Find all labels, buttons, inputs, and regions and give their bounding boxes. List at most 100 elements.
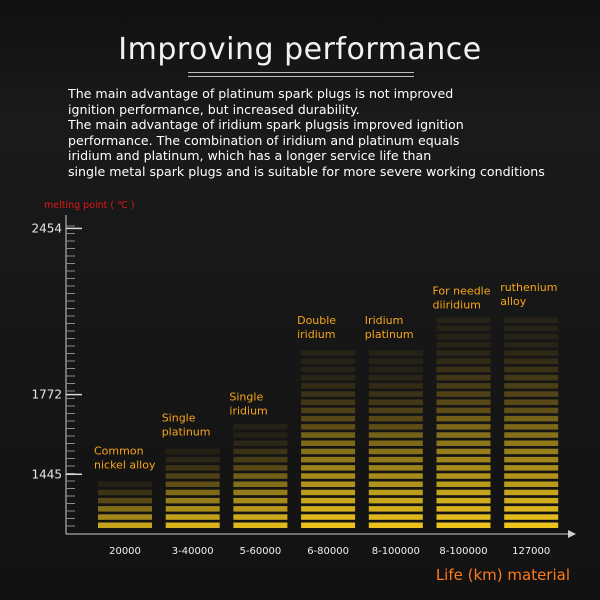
bar-stripe [368, 448, 423, 455]
page-title: Improving performance [118, 32, 482, 67]
bar-stripe [301, 374, 356, 381]
bar-stripe [504, 481, 559, 487]
bar-stripe [233, 522, 288, 528]
bar-stripe [504, 514, 559, 520]
bar-stripe [301, 522, 356, 528]
bar-1 [98, 481, 152, 528]
bar-stripe [165, 473, 220, 479]
bar-stripe [98, 522, 152, 528]
bar-stripe [436, 391, 491, 397]
bar-stripe [436, 366, 491, 373]
bar-stripe [436, 415, 491, 422]
bar-stripe [504, 391, 559, 397]
bar-stripe [436, 317, 491, 323]
bar-stripe [301, 407, 356, 414]
bar-label: Iridium [365, 314, 404, 327]
bar-4 [301, 350, 356, 528]
bar-stripe [436, 456, 491, 463]
bar-stripe [436, 440, 491, 446]
bar-stripe [436, 432, 491, 438]
x-tick-label: 5-60000 [240, 546, 282, 557]
bar-label: For needle [433, 285, 491, 298]
bar-label: ruthenium [500, 281, 557, 294]
bar-stripe [504, 399, 559, 405]
bar-stripe [368, 432, 423, 438]
bar-stripe [504, 448, 559, 455]
bar-stripe [436, 465, 491, 471]
bar-stripe [98, 481, 152, 487]
x-tick-label: 20000 [109, 546, 141, 557]
bar-stripe [368, 415, 423, 422]
x-tick-label: 3-40000 [172, 546, 214, 557]
bar-stripe [368, 350, 423, 356]
bar-stripe [233, 440, 288, 446]
bar-6 [436, 317, 491, 528]
bar-stripe [436, 325, 491, 332]
bar-stripe [233, 506, 288, 512]
bar-stripe [436, 514, 491, 520]
bar-stripe [165, 481, 220, 487]
description-line: The main advantage of platinum spark plu… [68, 86, 454, 101]
bar-stripe [368, 473, 423, 479]
bar-label: iridium [229, 405, 267, 418]
bar-stripe [436, 506, 491, 512]
bar-stripe [368, 383, 423, 389]
bar-stripe [504, 465, 559, 471]
bar-stripe [233, 448, 288, 455]
bar-stripe [301, 489, 356, 496]
bar-stripe [368, 506, 423, 512]
bar-stripe [233, 514, 288, 520]
description-line: ignition performance, but increased dura… [68, 101, 360, 117]
bar-stripe [504, 440, 559, 446]
bar-7 [504, 317, 559, 528]
bar-stripe [504, 407, 559, 414]
description-line: performance. The combination of iridium … [68, 132, 460, 148]
bar-stripe [301, 383, 356, 389]
bar-stripe [436, 489, 491, 496]
bar-stripe [504, 358, 559, 364]
bar-stripe [165, 522, 220, 528]
bar-stripe [301, 440, 356, 446]
bar-stripe [301, 473, 356, 479]
y-tick-label: 1445 [31, 467, 62, 481]
bar-label: platinum [365, 328, 414, 341]
bar-stripe [301, 497, 356, 504]
bar-3 [233, 424, 288, 528]
bar-stripe [368, 481, 423, 487]
bar-stripe [436, 497, 491, 504]
bar-stripe [98, 497, 152, 504]
bar-stripe [436, 407, 491, 414]
bar-stripe [368, 489, 423, 496]
bar-stripe [98, 506, 152, 512]
bar-stripe [504, 522, 559, 528]
x-tick-label: 8-100000 [372, 546, 420, 557]
bar-stripe [368, 497, 423, 504]
bar-stripe [436, 481, 491, 487]
bar-stripe [165, 514, 220, 520]
bar-stripe [301, 432, 356, 438]
bar-label: alloy [500, 295, 527, 308]
bar-stripe [504, 415, 559, 422]
bar-stripe [233, 432, 288, 438]
y-axis-label: melting point ( ℃ ) [44, 200, 135, 211]
bar-stripe [436, 473, 491, 479]
bar-stripe [504, 325, 559, 332]
bar-stripe [436, 374, 491, 381]
description-line: iridium and platinum, which has a longer… [68, 148, 432, 164]
bar-stripe [301, 399, 356, 405]
title-underline-second [188, 76, 414, 77]
bar-stripe [301, 424, 356, 430]
bar-stripe [368, 407, 423, 414]
bar-stripe [301, 350, 356, 356]
bar-label: Single [162, 411, 196, 424]
bar-stripe [504, 366, 559, 373]
x-axis-label: Life (km) material [435, 566, 570, 584]
bar-stripe [368, 374, 423, 381]
bar-stripe [436, 424, 491, 430]
bar-stripe [436, 350, 491, 356]
bar-stripe [368, 440, 423, 446]
description: The main advantage of platinum spark plu… [68, 86, 588, 180]
bar-stripe [165, 448, 220, 455]
bar-label: Double [297, 314, 336, 327]
